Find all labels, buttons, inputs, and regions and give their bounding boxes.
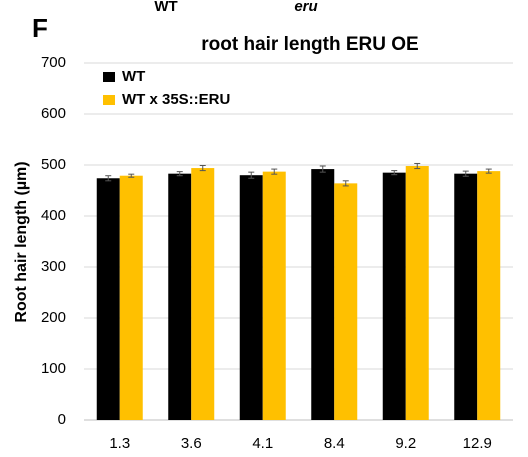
x-tick-label: 1.3 xyxy=(109,435,130,452)
x-tick-label: 9.2 xyxy=(395,435,416,452)
bar xyxy=(406,166,429,420)
top-label: WT xyxy=(154,0,177,15)
y-tick-label: 200 xyxy=(41,309,66,326)
bar xyxy=(454,174,477,420)
chart: F WT eru root hair length ERU OE Root ha… xyxy=(0,0,528,457)
x-tick-label: 8.4 xyxy=(324,435,345,452)
legend-swatch xyxy=(103,72,115,82)
bar xyxy=(97,178,120,420)
bar xyxy=(120,176,143,420)
x-tick-label: 4.1 xyxy=(252,435,273,452)
bar xyxy=(263,172,286,420)
x-tick-label: 12.9 xyxy=(463,435,492,452)
bar xyxy=(168,174,191,420)
legend-label: WT xyxy=(122,68,145,85)
legend-label: WT x 35S::ERU xyxy=(122,91,230,108)
y-tick-label: 300 xyxy=(41,258,66,275)
bar xyxy=(240,175,263,420)
top-label: eru xyxy=(294,0,317,15)
bar xyxy=(477,171,500,420)
y-tick-label: 400 xyxy=(41,207,66,224)
legend-swatch xyxy=(103,95,115,105)
bar xyxy=(311,169,334,420)
x-tick-label: 3.6 xyxy=(181,435,202,452)
chart-title: root hair length ERU OE xyxy=(201,34,418,55)
y-tick-label: 500 xyxy=(41,156,66,173)
y-tick-label: 100 xyxy=(41,360,66,377)
panel-label: F xyxy=(32,13,48,43)
y-axis-label: Root hair length (µm) xyxy=(13,161,30,322)
bar xyxy=(191,168,214,420)
bar xyxy=(334,183,357,420)
y-tick-label: 600 xyxy=(41,105,66,122)
bar xyxy=(383,173,406,420)
y-tick-label: 0 xyxy=(58,411,66,428)
y-tick-label: 700 xyxy=(41,54,66,71)
